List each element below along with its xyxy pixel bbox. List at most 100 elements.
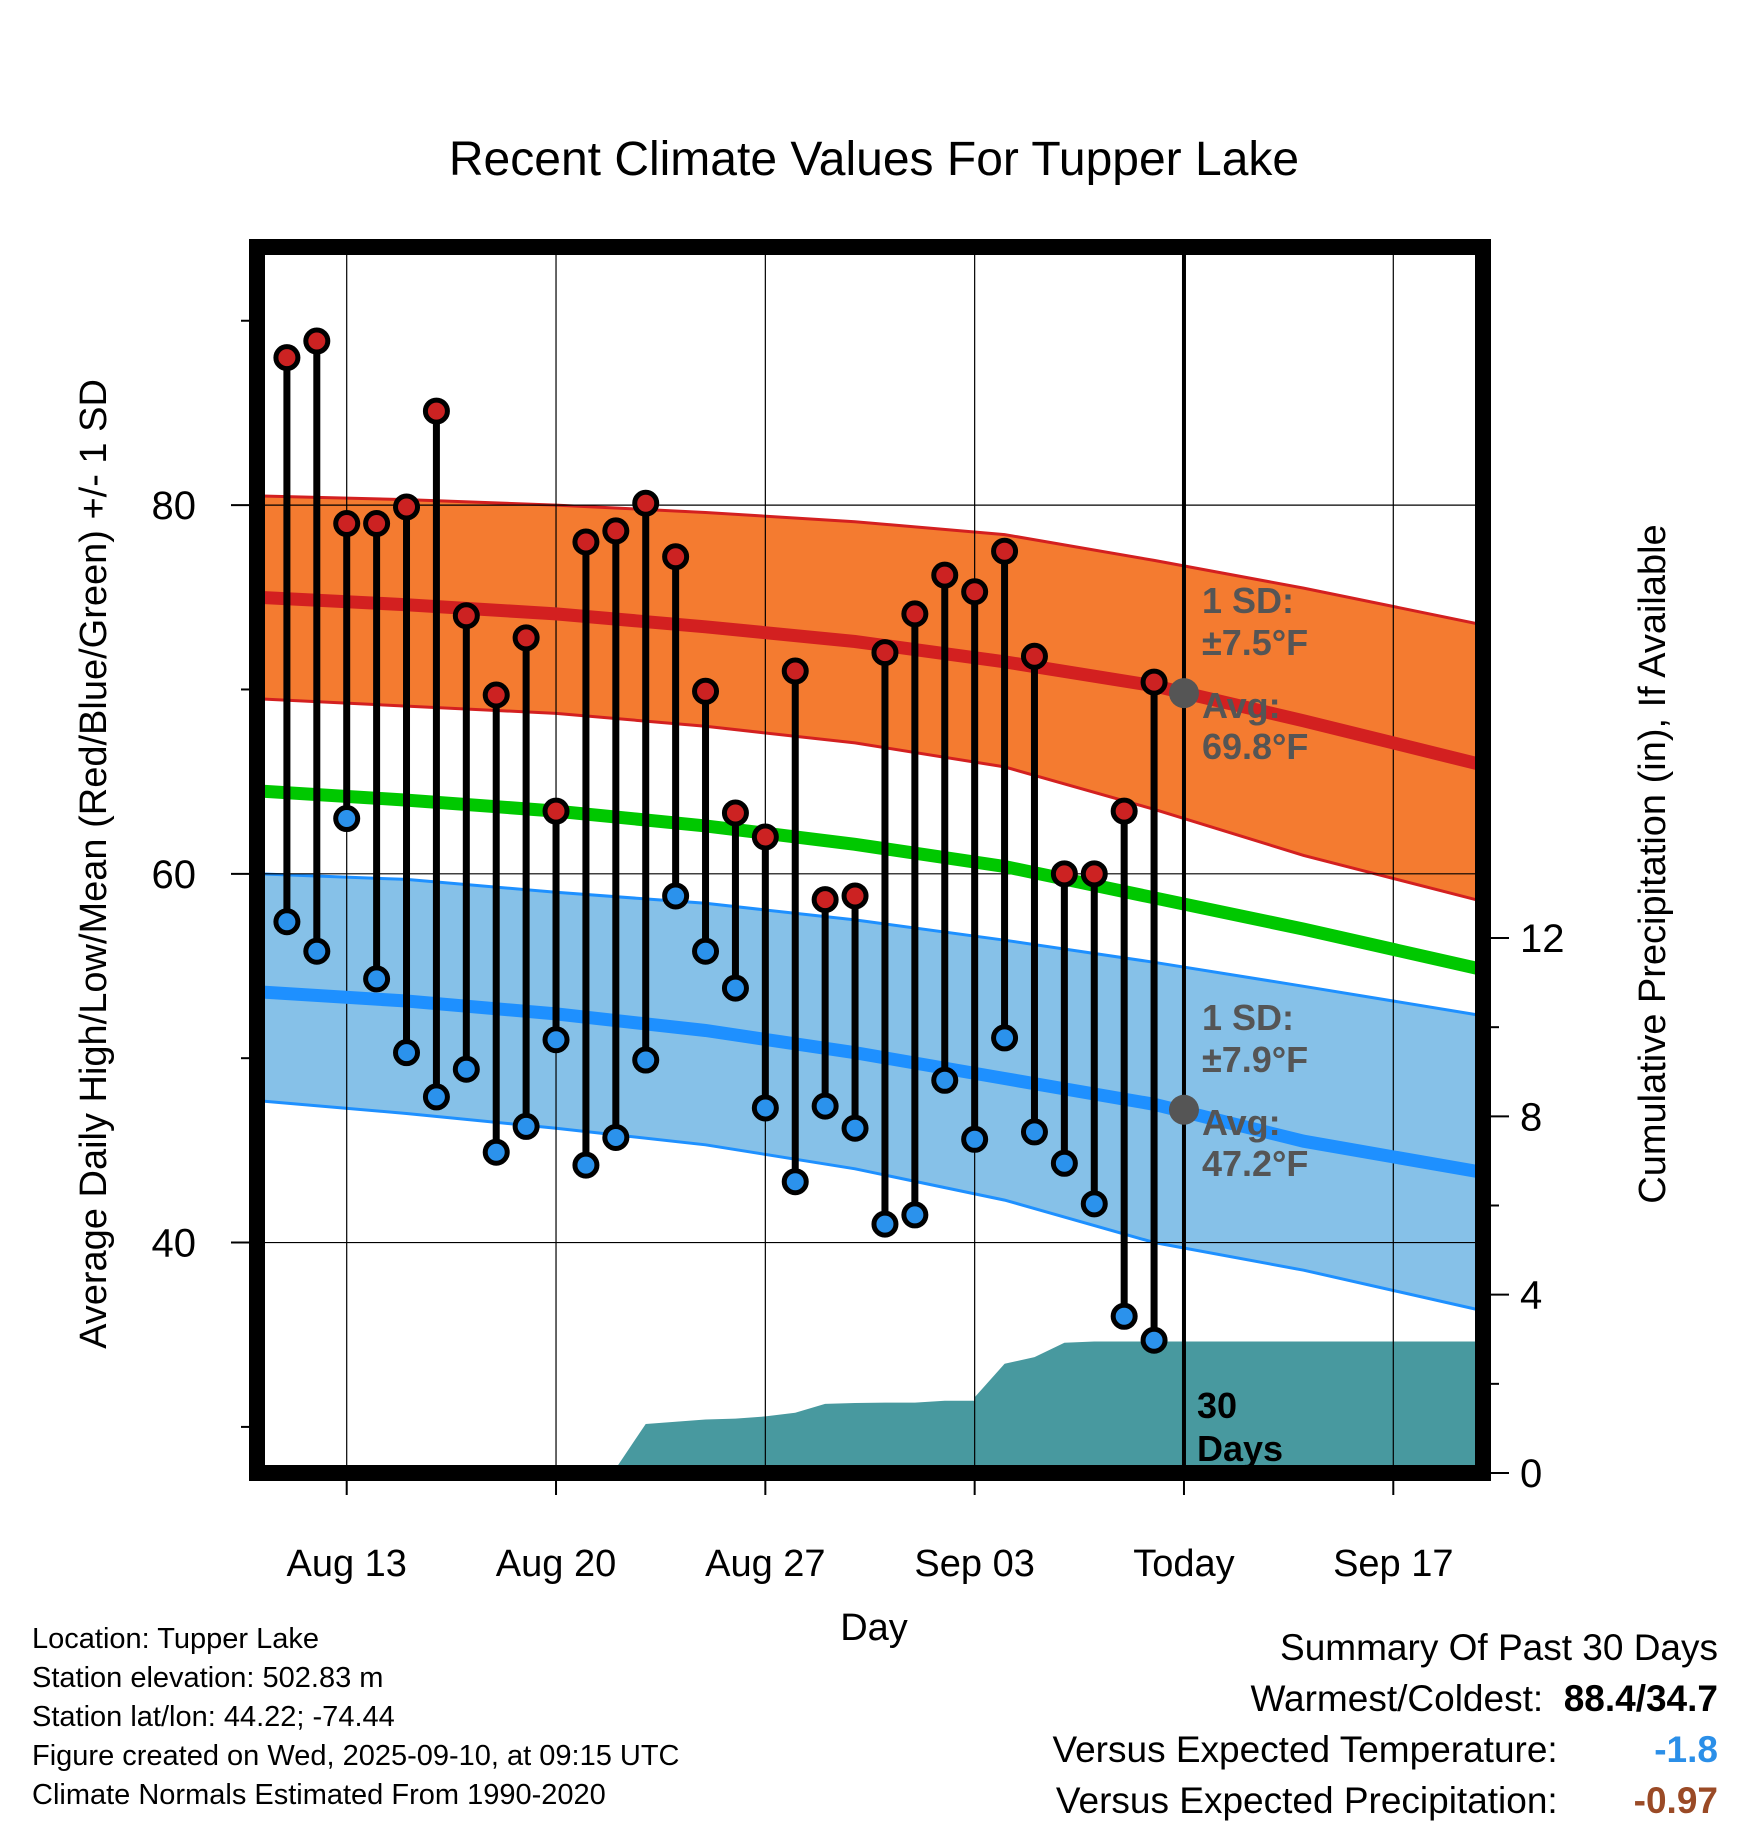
- plot-frame: [249, 239, 1491, 1481]
- precip-anomaly-value: -0.97: [1633, 1780, 1718, 1821]
- daily-high-point: [692, 677, 720, 705]
- daily-high-point: [1020, 642, 1048, 670]
- summary-panel: Summary Of Past 30 Days Warmest/Coldest:…: [1052, 1622, 1718, 1826]
- station-info: Location: Tupper Lake Station elevation:…: [32, 1620, 680, 1815]
- latlon-text: Station lat/lon: 44.22; -74.44: [32, 1701, 395, 1733]
- daily-low-point: [333, 805, 361, 833]
- daily-low-point: [781, 1168, 809, 1196]
- daily-low-point: [273, 908, 301, 936]
- daily-high-point: [393, 493, 421, 521]
- daily-low-point: [662, 882, 690, 910]
- warmest-coldest-value: 88.4/34.7: [1563, 1678, 1718, 1719]
- daily-low-point: [692, 937, 720, 965]
- daily-low-point: [841, 1114, 869, 1142]
- low-sd-value: ±7.9°F: [1202, 1039, 1308, 1080]
- daily-low-point: [1020, 1118, 1048, 1146]
- daily-high-point: [781, 657, 809, 685]
- daily-high-point: [1080, 860, 1108, 888]
- y2-tick-label: 0: [1520, 1452, 1542, 1496]
- daily-low-point: [572, 1151, 600, 1179]
- daily-low-point: [512, 1112, 540, 1140]
- precip-anomaly-row: Versus Expected Precipitation: -0.97: [1052, 1775, 1718, 1826]
- low-today-avg-marker: [1168, 1094, 1199, 1125]
- daily-high-point: [363, 510, 391, 538]
- daily-high-point: [422, 397, 450, 425]
- daily-high-point: [751, 823, 779, 851]
- daily-low-point: [602, 1123, 630, 1151]
- daily-low-point: [393, 1039, 421, 1067]
- daily-high-point: [1140, 668, 1168, 696]
- daily-low-point: [422, 1083, 450, 1111]
- daily-high-point: [482, 681, 510, 709]
- x-tick-label: Sep 17: [1333, 1543, 1453, 1585]
- y-tick-label: 60: [152, 853, 197, 897]
- daily-high-point: [871, 639, 899, 667]
- x-tick-label: Aug 20: [496, 1543, 616, 1585]
- temp-anomaly-value: -1.8: [1654, 1729, 1718, 1770]
- daily-high-point: [1050, 860, 1078, 888]
- days-label: Days: [1197, 1428, 1283, 1469]
- daily-high-point: [602, 517, 630, 545]
- daily-high-point: [991, 537, 1019, 565]
- daily-high-point: [841, 882, 869, 910]
- mean-normal-line: [257, 784, 1483, 977]
- daily-high-point: [303, 327, 331, 355]
- y-tick-label: 80: [152, 484, 197, 528]
- warmest-coldest-row: Warmest/Coldest: 88.4/34.7: [1052, 1673, 1718, 1724]
- daily-high-point: [662, 543, 690, 571]
- daily-low-point: [751, 1094, 779, 1122]
- daily-low-point: [1140, 1326, 1168, 1354]
- daily-low-point: [991, 1024, 1019, 1052]
- precip-anomaly-label: Versus Expected Precipitation:: [1055, 1780, 1558, 1821]
- temp-anomaly-label: Versus Expected Temperature:: [1052, 1729, 1558, 1770]
- daily-high-point: [572, 528, 600, 556]
- daily-low-point: [961, 1125, 989, 1153]
- high-today-avg-marker: [1168, 678, 1199, 709]
- daily-low-point: [811, 1092, 839, 1120]
- daily-high-point: [811, 886, 839, 914]
- warmest-coldest-label: Warmest/Coldest:: [1250, 1678, 1544, 1719]
- days-label: 30: [1197, 1385, 1237, 1426]
- chart-title: Recent Climate Values For Tupper Lake: [449, 133, 1299, 186]
- low-avg-value: 47.2°F: [1202, 1143, 1308, 1184]
- daily-low-point: [363, 965, 391, 993]
- y2-axis-label: Cumulative Precipitation (in), If Availa…: [1632, 524, 1674, 1203]
- daily-low-point: [542, 1026, 570, 1054]
- daily-high-point: [931, 561, 959, 589]
- daily-low-point: [632, 1046, 660, 1074]
- temp-anomaly-row: Versus Expected Temperature: -1.8: [1052, 1724, 1718, 1775]
- elevation-text: Station elevation: 502.83 m: [32, 1662, 384, 1694]
- x-tick-label: Aug 13: [286, 1543, 406, 1585]
- daily-high-point: [632, 489, 660, 517]
- daily-low-point: [303, 937, 331, 965]
- daily-high-point: [721, 799, 749, 827]
- y2-tick-label: 12: [1520, 917, 1565, 961]
- y2-tick-label: 8: [1520, 1095, 1542, 1139]
- daily-low-point: [721, 974, 749, 1002]
- x-tick-label: Sep 03: [914, 1543, 1034, 1585]
- daily-low-point: [452, 1055, 480, 1083]
- y-axis-label: Average Daily High/Low/Mean (Red/Blue/Gr…: [73, 379, 115, 1349]
- daily-low-point: [931, 1066, 959, 1094]
- high-avg-label: Avg:: [1202, 685, 1281, 726]
- precip-area: [257, 1341, 1483, 1473]
- daily-low-point: [482, 1138, 510, 1166]
- daily-low-point: [901, 1201, 929, 1229]
- high-avg-value: 69.8°F: [1202, 726, 1308, 767]
- summary-title: Summary Of Past 30 Days: [1280, 1627, 1718, 1668]
- y-tick-label: 40: [152, 1222, 197, 1266]
- created-text: Figure created on Wed, 2025-09-10, at 09…: [32, 1740, 680, 1772]
- location-text: Location: Tupper Lake: [32, 1623, 319, 1655]
- daily-high-point: [961, 578, 989, 606]
- x-axis-label: Day: [840, 1607, 908, 1649]
- daily-high-point: [1110, 797, 1138, 825]
- daily-high-point: [452, 602, 480, 630]
- high-sd-value: ±7.5°F: [1202, 622, 1308, 663]
- daily-low-point: [1080, 1190, 1108, 1218]
- low-sd-label: 1 SD:: [1202, 997, 1294, 1038]
- x-tick-label: Aug 27: [705, 1543, 825, 1585]
- daily-high-point: [901, 600, 929, 628]
